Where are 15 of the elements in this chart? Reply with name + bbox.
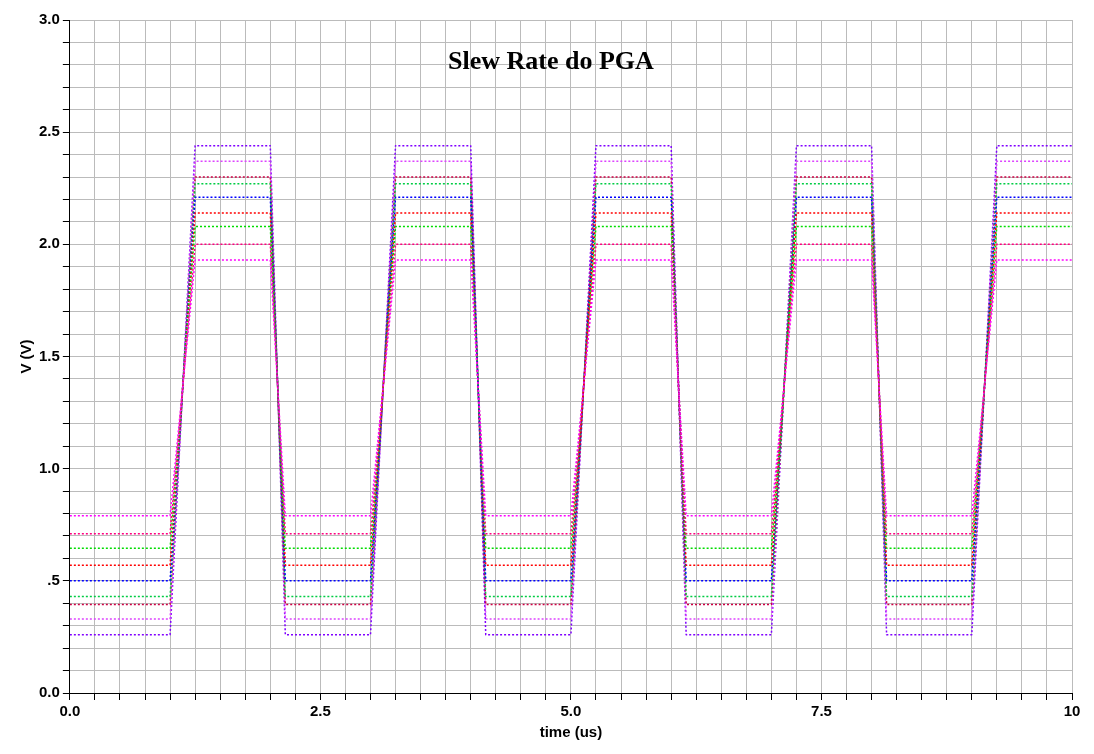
y-tick-label: .5 (47, 570, 60, 588)
x-tick-label: 7.5 (811, 702, 832, 720)
x-tick-label: 5.0 (560, 702, 582, 720)
x-tick-label: 0.0 (59, 702, 81, 720)
x-tick-label: 2.5 (309, 702, 331, 720)
y-axis-title: V (V) (17, 339, 35, 374)
y-tick-label: 3.0 (38, 10, 60, 28)
y-tick-label: 1.0 (38, 458, 60, 476)
y-tick-label: 2.0 (38, 234, 60, 252)
y-tick-label: 0.0 (38, 683, 60, 701)
y-tick-label: 2.5 (38, 122, 60, 140)
x-tick-label: 10 (1063, 702, 1081, 720)
y-tick-label: 1.5 (38, 346, 60, 364)
text: Slew Rate do PGA (448, 45, 655, 75)
x-axis-title: time (us) (539, 723, 603, 741)
